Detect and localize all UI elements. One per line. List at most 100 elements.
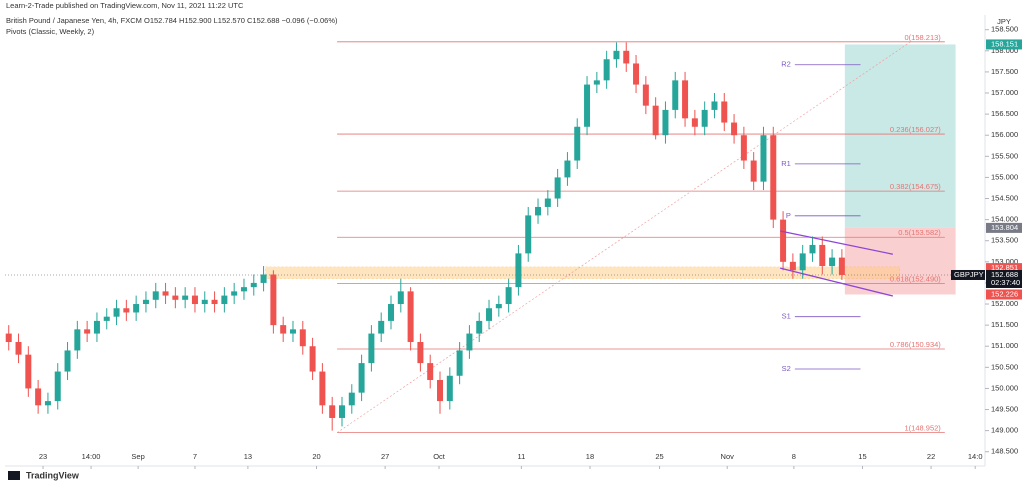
x-tick-label: 13 xyxy=(244,452,252,461)
candle-body xyxy=(495,304,502,309)
candle-body xyxy=(721,101,728,123)
price-tag-label: 158.151 xyxy=(991,39,1018,48)
x-tick-label: 11 xyxy=(517,452,525,461)
y-tick-label: 151.500 xyxy=(991,320,1018,329)
candle-body xyxy=(407,291,414,343)
fib-label: 0.618(152.490) xyxy=(890,274,941,283)
candle-body xyxy=(789,261,796,271)
candle-body xyxy=(554,177,561,199)
candle-body xyxy=(299,329,306,347)
indicator: Pivots (Classic, Weekly, 2) xyxy=(6,27,95,36)
candle-body xyxy=(486,308,493,321)
y-tick-label: 158.000 xyxy=(991,46,1018,55)
support-zone xyxy=(265,266,901,280)
fib-label: 1(148.952) xyxy=(905,424,942,433)
y-tick-label: 148.500 xyxy=(991,447,1018,456)
candle-body xyxy=(740,135,747,161)
channel-line xyxy=(779,267,894,297)
y-tick-label: 153.000 xyxy=(991,257,1018,266)
last-price-tag xyxy=(986,269,1022,288)
last-price-label: 152.688 xyxy=(991,270,1018,279)
candle-body xyxy=(691,118,698,127)
y-tick-label: 152.000 xyxy=(991,299,1018,308)
x-tick-label: 18 xyxy=(586,452,594,461)
fib-label: 0.236(156.027) xyxy=(890,125,941,134)
price-tag xyxy=(986,289,1022,300)
candle-body xyxy=(54,371,61,402)
candle-body xyxy=(505,287,512,305)
x-tick-label: 14:0 xyxy=(968,452,983,461)
candle-body xyxy=(201,299,208,305)
candle-body xyxy=(584,84,591,127)
y-tick-label: 156.500 xyxy=(991,109,1018,118)
candle-body xyxy=(525,215,532,254)
candle-body xyxy=(191,295,198,305)
logo: TradingView xyxy=(26,470,80,480)
candle-body xyxy=(819,244,826,267)
y-tick-label: 158.500 xyxy=(991,25,1018,34)
candle-body xyxy=(133,304,140,313)
candle-body xyxy=(829,257,836,267)
currency: JPY xyxy=(997,17,1011,26)
y-tick-label: 153.500 xyxy=(991,236,1018,245)
candle-body xyxy=(593,80,600,85)
fib-label: 0(158.213) xyxy=(905,33,942,42)
x-tick-label: Oct xyxy=(433,452,446,461)
symbol-tag xyxy=(951,269,985,280)
x-tick-label: Sep xyxy=(131,452,144,461)
candle-body xyxy=(701,109,708,127)
price-tag xyxy=(986,39,1022,50)
price-tag xyxy=(986,222,1022,233)
candle-body xyxy=(231,291,238,296)
candle-body xyxy=(799,253,806,271)
candle-body xyxy=(652,105,659,136)
pivot-label: S1 xyxy=(782,312,791,321)
x-tick-label: 22 xyxy=(927,452,935,461)
candle-body xyxy=(25,354,32,389)
candle-body xyxy=(172,295,179,300)
candle-body xyxy=(388,304,395,321)
price-tag xyxy=(986,263,1022,274)
candle-body xyxy=(711,101,718,110)
candle-body xyxy=(515,253,522,288)
y-tick-label: 149.000 xyxy=(991,426,1018,435)
candle-body xyxy=(437,379,444,402)
candle-body xyxy=(64,350,71,372)
channel-line xyxy=(780,230,893,255)
candle-body xyxy=(770,135,777,220)
price-tag-label: 152.851 xyxy=(991,263,1018,272)
y-tick-label: 150.500 xyxy=(991,362,1018,371)
candle-body xyxy=(270,274,277,326)
fib-label: 0.5(153.582) xyxy=(898,228,941,237)
countdown: 02:37:40 xyxy=(991,278,1020,287)
candle-body xyxy=(93,320,100,334)
candle-body xyxy=(750,160,757,182)
candle-body xyxy=(329,405,336,418)
candle-body xyxy=(15,342,22,355)
pivot-label: S2 xyxy=(782,364,791,373)
candle-body xyxy=(378,320,385,334)
y-tick-label: 154.000 xyxy=(991,215,1018,224)
candle-body xyxy=(211,299,218,305)
y-tick-label: 155.000 xyxy=(991,172,1018,181)
candle-body xyxy=(289,329,296,334)
y-tick-label: 149.500 xyxy=(991,405,1018,414)
candle-body xyxy=(368,333,375,364)
price-tag-label: 153.804 xyxy=(991,223,1018,232)
candle-body xyxy=(397,291,404,305)
candle-body xyxy=(780,219,787,262)
candle-body xyxy=(152,291,159,300)
candle-body xyxy=(476,320,483,334)
candle-body xyxy=(221,295,228,305)
pivot-label: R2 xyxy=(781,60,791,69)
candle-body xyxy=(731,122,738,136)
y-tick-label: 151.000 xyxy=(991,341,1018,350)
candle-body xyxy=(466,333,473,351)
candle-body xyxy=(309,346,316,372)
candle-body xyxy=(338,405,345,418)
x-tick-label: 23 xyxy=(39,452,47,461)
candle-body xyxy=(103,316,110,321)
candle-body xyxy=(603,59,610,81)
candle-body xyxy=(44,401,51,406)
